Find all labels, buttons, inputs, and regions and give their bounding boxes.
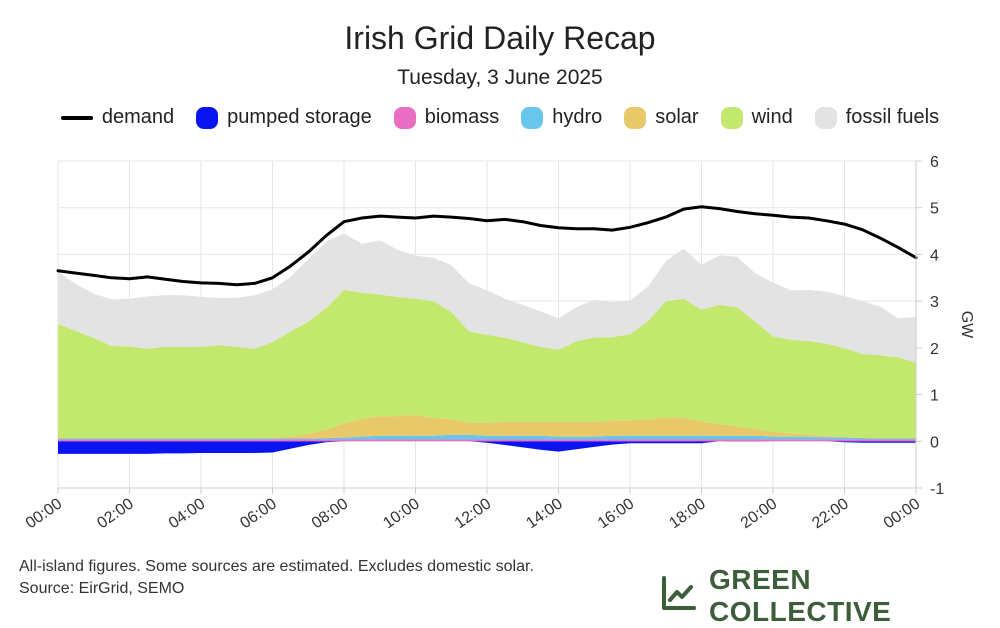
legend-label-wind: wind (751, 106, 793, 128)
y-tick-label: 5 (930, 201, 939, 218)
legend-label-biomass: biomass (424, 106, 500, 128)
x-tick-label: 20:00 (738, 495, 781, 532)
legend-item-solar[interactable]: solar (624, 106, 699, 129)
chart-legend: demand pumped storage biomass hydro sola… (0, 106, 1000, 129)
x-tick-label: 10:00 (380, 495, 423, 532)
y-tick-label: 4 (930, 247, 939, 264)
y-tick-label: 2 (930, 341, 939, 358)
legend-item-pumped-storage[interactable]: pumped storage (196, 106, 372, 129)
y-tick-label: 3 (930, 294, 939, 311)
x-tick-label: 00:00 (23, 495, 66, 532)
legend-swatch-wind (720, 106, 743, 129)
x-tick-label: 04:00 (166, 495, 209, 532)
legend-item-biomass[interactable]: biomass (393, 106, 500, 129)
legend-swatch-hydro (521, 106, 544, 129)
y-tick-label: 6 (930, 154, 939, 171)
legend-swatch-biomass (393, 106, 416, 129)
footnote: All-island figures. Some sources are est… (19, 556, 534, 600)
legend-swatch-fossil-fuels (814, 106, 837, 129)
legend-label-hydro: hydro (552, 106, 603, 128)
legend-label-demand: demand (101, 106, 175, 128)
x-tick-label: 06:00 (237, 495, 280, 532)
brand-name: GREEN COLLECTIVE (709, 564, 892, 627)
footnote-text: All-island figures. Some sources are est… (19, 558, 534, 575)
legend-item-fossil-fuels[interactable]: fossil fuels (814, 106, 940, 129)
source-text: Source: EirGrid, SEMO (19, 580, 185, 597)
chart-trend-icon (661, 575, 697, 618)
legend-item-hydro[interactable]: hydro (521, 106, 602, 129)
x-tick-label: 18:00 (666, 495, 709, 532)
y-tick-label: 0 (930, 434, 939, 451)
x-tick-label: 00:00 (881, 495, 924, 532)
area-biomass (58, 439, 916, 442)
stacked-areas (58, 233, 916, 454)
area-hydro (58, 434, 916, 440)
area-solar (58, 414, 916, 439)
x-tick-label: 12:00 (452, 495, 495, 532)
chart-title: Irish Grid Daily Recap (344, 20, 656, 56)
legend-swatch-demand (60, 115, 93, 120)
legend-item-wind[interactable]: wind (720, 106, 793, 129)
legend-label-fossil-fuels: fossil fuels (845, 106, 940, 128)
line-demand (56, 205, 918, 287)
legend-item-demand[interactable]: demand (60, 106, 175, 129)
x-tick-label: 02:00 (94, 495, 137, 532)
y-tick-label: -1 (930, 481, 944, 498)
x-tick-label: 16:00 (595, 495, 638, 532)
area-pumped-storage (58, 440, 916, 454)
legend-swatch-pumped-storage (196, 106, 219, 129)
legend-swatch-solar (624, 106, 647, 129)
legend-label-solar: solar (655, 106, 699, 128)
chart-subtitle: Tuesday, 3 June 2025 (397, 66, 603, 89)
legend-label-pumped-storage: pumped storage (227, 106, 372, 128)
y-axis-label: GW (958, 311, 975, 339)
area-fossil-fuels (58, 233, 916, 363)
brand-logo: GREEN COLLECTIVE (661, 564, 1000, 628)
y-tick-label: 1 (930, 388, 939, 405)
x-tick-label: 22:00 (809, 495, 852, 532)
demand-line-layer (56, 205, 918, 287)
x-tick-label: 14:00 (523, 495, 566, 532)
x-tick-label: 08:00 (309, 495, 352, 532)
area-wind (58, 289, 916, 439)
